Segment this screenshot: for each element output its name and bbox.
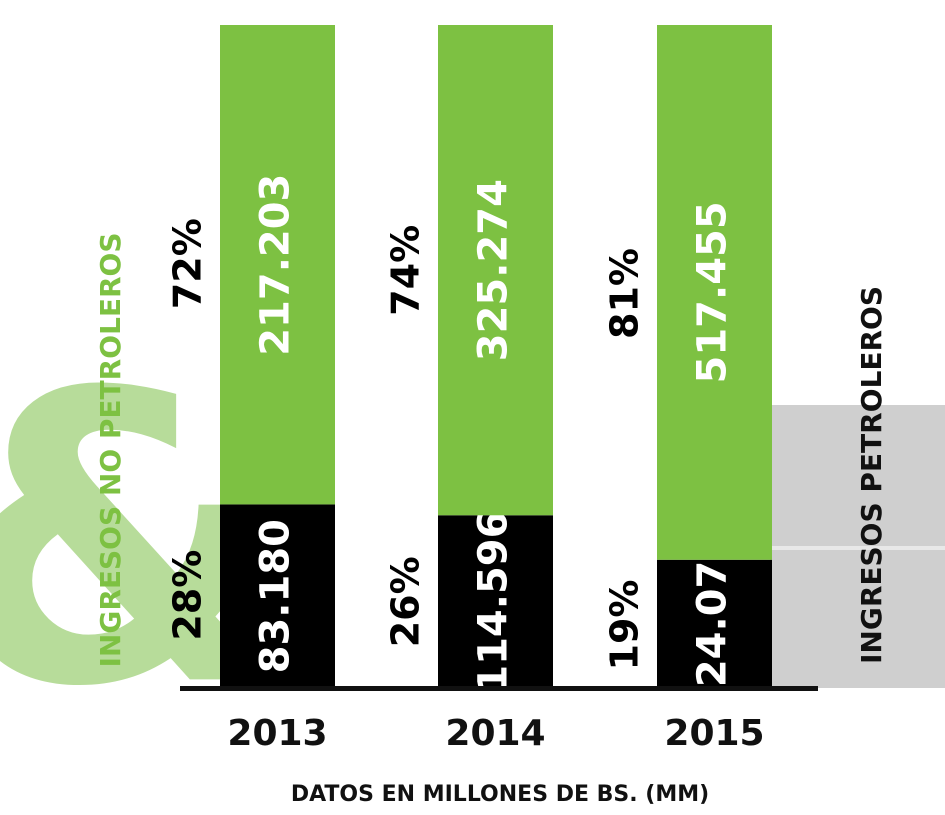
share-label: 28% — [166, 550, 210, 641]
legend-label: INGRESOS NO PETROLEROS — [94, 233, 127, 668]
footnote: DATOS EN MILLONES DE BS. (MM) — [291, 782, 709, 807]
share-label: 26% — [384, 556, 428, 647]
value-label: 114.596 — [471, 511, 517, 693]
x-tick-label: 2015 — [664, 713, 764, 754]
chart: & DATOS EN MILLONES DE BS. (MM) 83.18028… — [0, 0, 945, 811]
share-label: 81% — [603, 248, 647, 339]
value-label: 83.180 — [253, 519, 299, 673]
share-label: 74% — [384, 225, 428, 316]
share-label: 19% — [603, 580, 647, 671]
value-label: 325.274 — [471, 179, 517, 361]
baseline — [180, 686, 818, 691]
x-tick-label: 2014 — [445, 713, 545, 754]
legend-label: INGRESOS PETROLEROS — [855, 286, 888, 664]
x-tick-label: 2013 — [227, 713, 327, 754]
value-label: 217.203 — [253, 174, 299, 356]
value-label: 517.455 — [690, 201, 736, 383]
share-label: 72% — [166, 218, 210, 309]
